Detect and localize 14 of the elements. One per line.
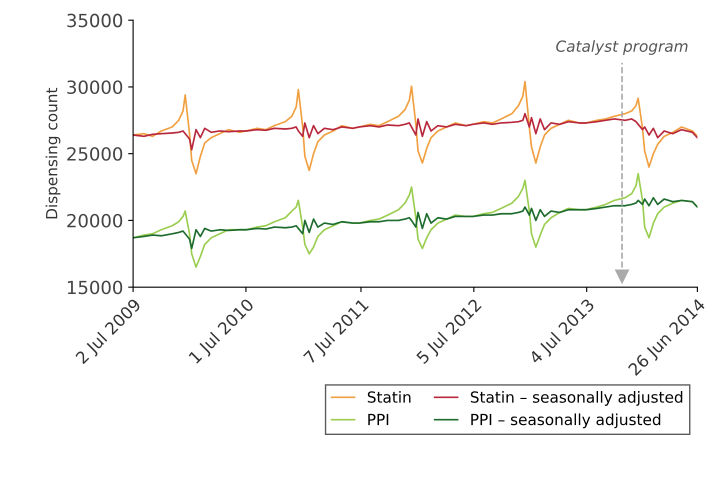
y-tick-label: 15000 xyxy=(68,280,122,294)
y-tick-label: 30000 xyxy=(67,80,122,94)
y-tick-label: 20000 xyxy=(67,214,122,228)
legend-label: Statin – seasonally adjusted xyxy=(470,391,682,406)
y-tick-label: 25000 xyxy=(67,147,122,161)
y-axis-title: Dispensing count xyxy=(46,88,60,218)
line-series xyxy=(133,196,698,250)
legend-label: PPI – seasonally adjusted xyxy=(471,413,660,428)
legend-label: Statin xyxy=(368,391,410,403)
ref-line-label: Catalyst program xyxy=(556,40,688,55)
line-series xyxy=(133,112,698,151)
legend-label: PPI xyxy=(368,414,388,426)
line-series xyxy=(133,80,698,175)
y-tick-label: 35000 xyxy=(67,14,122,28)
